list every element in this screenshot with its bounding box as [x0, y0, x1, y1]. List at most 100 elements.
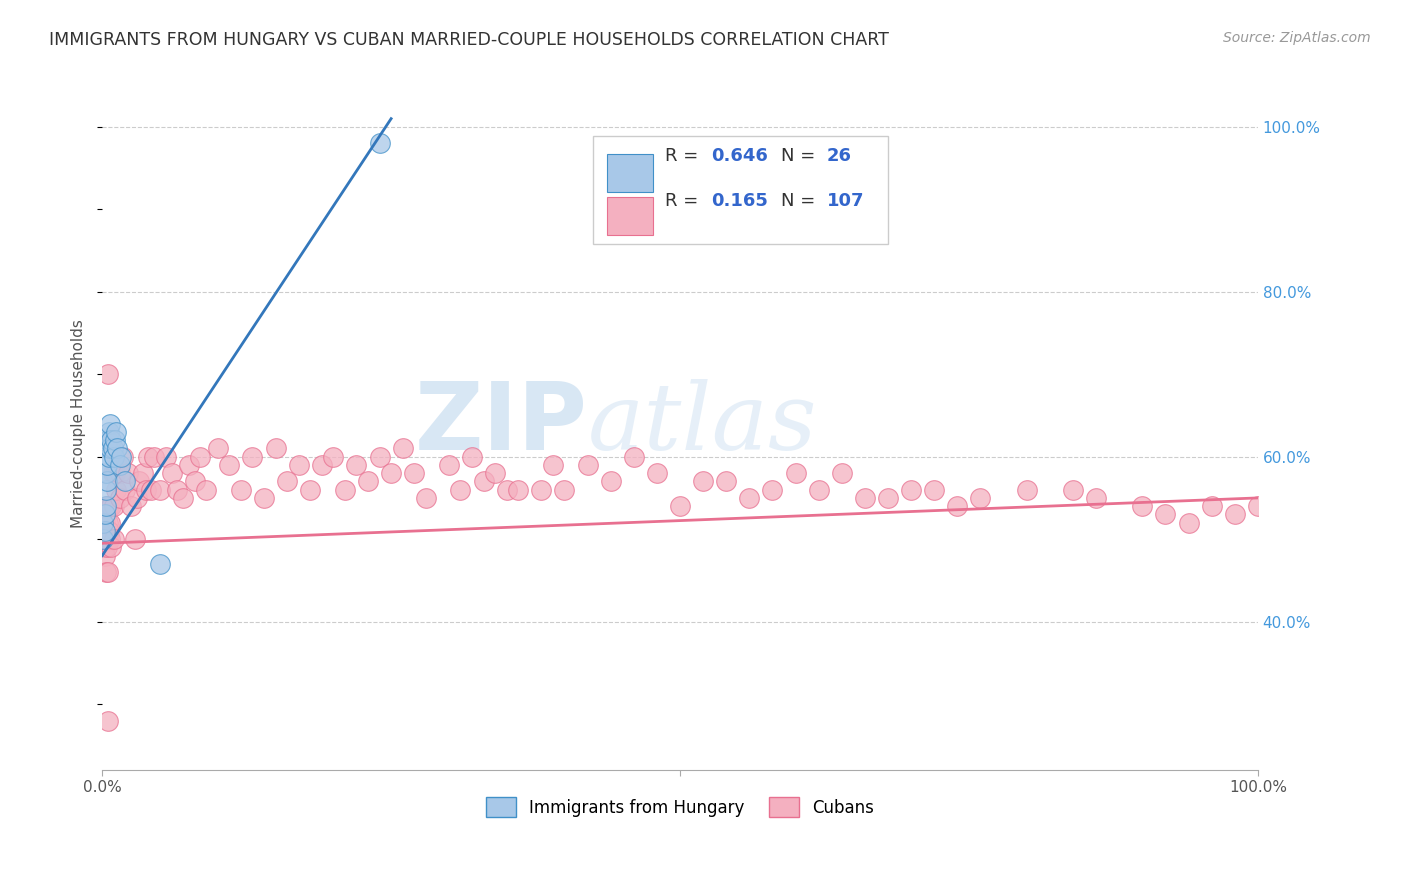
- Point: [105, 458, 128, 472]
- Text: N =: N =: [780, 146, 821, 165]
- Point: [98, 532, 121, 546]
- Point: [166, 483, 188, 497]
- Point: [98, 524, 121, 538]
- Point: [125, 491, 148, 505]
- Point: [93, 524, 115, 538]
- Point: [253, 491, 276, 505]
- Point: [1154, 508, 1177, 522]
- Point: [1177, 516, 1199, 530]
- Point: [93, 524, 115, 538]
- Point: [946, 499, 969, 513]
- Text: 0.646: 0.646: [711, 146, 768, 165]
- Point: [508, 483, 530, 497]
- Point: [333, 483, 356, 497]
- Point: [97, 434, 120, 448]
- Point: [229, 483, 252, 497]
- Point: [264, 442, 287, 456]
- FancyBboxPatch shape: [607, 153, 654, 192]
- Point: [831, 466, 853, 480]
- Point: [346, 458, 368, 472]
- Point: [183, 475, 205, 489]
- Point: [1247, 499, 1270, 513]
- Point: [472, 475, 495, 489]
- Point: [437, 458, 460, 472]
- Point: [357, 475, 380, 489]
- Point: [287, 458, 309, 472]
- Point: [114, 475, 136, 489]
- Point: [530, 483, 553, 497]
- Point: [108, 466, 131, 480]
- Point: [415, 491, 437, 505]
- Y-axis label: Married-couple Households: Married-couple Households: [72, 319, 86, 528]
- Point: [190, 450, 212, 464]
- Point: [380, 466, 402, 480]
- Point: [623, 450, 645, 464]
- Point: [105, 425, 128, 439]
- Text: atlas: atlas: [588, 379, 817, 468]
- Point: [108, 458, 131, 472]
- Point: [97, 714, 120, 728]
- Point: [143, 450, 166, 464]
- Point: [93, 508, 115, 522]
- Text: R =: R =: [665, 146, 704, 165]
- Point: [100, 499, 122, 513]
- Point: [461, 450, 484, 464]
- Point: [322, 450, 344, 464]
- Point: [128, 475, 150, 489]
- Point: [922, 483, 945, 497]
- Point: [139, 483, 162, 497]
- Point: [131, 466, 153, 480]
- Point: [93, 532, 115, 546]
- Point: [299, 483, 322, 497]
- Point: [276, 475, 298, 489]
- Point: [94, 508, 117, 522]
- Point: [94, 466, 117, 480]
- Point: [177, 458, 200, 472]
- Point: [541, 458, 564, 472]
- Point: [120, 499, 142, 513]
- Point: [761, 483, 783, 497]
- Point: [669, 499, 692, 513]
- Point: [853, 491, 876, 505]
- Point: [103, 450, 125, 464]
- Point: [97, 532, 120, 546]
- Point: [218, 458, 240, 472]
- Point: [391, 442, 413, 456]
- Point: [104, 466, 127, 480]
- Point: [242, 450, 264, 464]
- Point: [93, 541, 115, 555]
- Point: [484, 466, 506, 480]
- Point: [94, 499, 117, 513]
- Point: [104, 434, 127, 448]
- Point: [94, 483, 117, 497]
- Point: [900, 483, 922, 497]
- Point: [1085, 491, 1108, 505]
- Text: R =: R =: [665, 192, 704, 210]
- Point: [111, 450, 134, 464]
- Point: [98, 499, 121, 513]
- Point: [738, 491, 761, 505]
- Point: [195, 483, 218, 497]
- Point: [692, 475, 714, 489]
- Text: ZIP: ZIP: [415, 377, 588, 470]
- Point: [100, 434, 122, 448]
- Point: [103, 532, 125, 546]
- Point: [101, 466, 124, 480]
- Point: [103, 499, 125, 513]
- Point: [100, 541, 122, 555]
- Point: [98, 442, 121, 456]
- Text: 26: 26: [827, 146, 852, 165]
- Point: [108, 491, 131, 505]
- Point: [1130, 499, 1153, 513]
- Point: [553, 483, 575, 497]
- Point: [101, 442, 124, 456]
- Point: [149, 483, 172, 497]
- Point: [93, 516, 115, 530]
- Point: [785, 466, 807, 480]
- Point: [114, 483, 136, 497]
- Legend: Immigrants from Hungary, Cubans: Immigrants from Hungary, Cubans: [479, 790, 882, 824]
- Point: [96, 475, 118, 489]
- Point: [97, 516, 120, 530]
- Point: [404, 466, 426, 480]
- FancyBboxPatch shape: [593, 136, 889, 244]
